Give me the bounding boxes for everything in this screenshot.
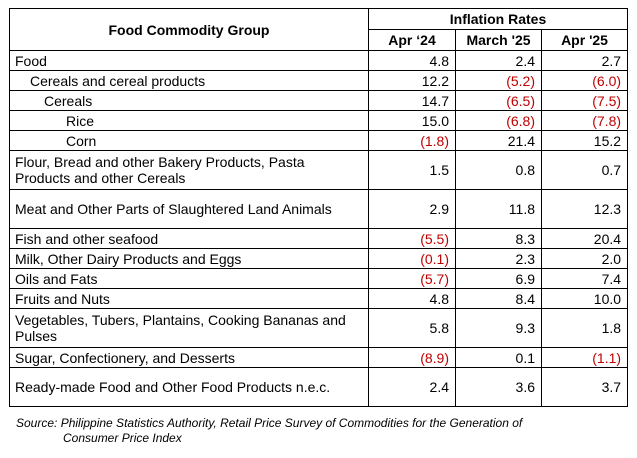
value-march-25: (6.5): [455, 90, 542, 111]
table-row: Milk, Other Dairy Products and Eggs (0.1…: [9, 248, 629, 269]
value-march-25: 0.8: [455, 150, 542, 190]
value-apr-24: (8.9): [368, 347, 456, 368]
value-apr-25: 2.7: [540, 50, 629, 71]
value-march-25: 0.1: [455, 347, 542, 368]
table-row: Food 4.8 2.4 2.7: [9, 50, 629, 71]
table-row: Cereals 14.7 (6.5) (7.5): [9, 90, 629, 111]
value-apr-25: 20.4: [540, 228, 629, 249]
value-apr-25: 1.8: [540, 308, 629, 348]
value-apr-24: (1.8): [368, 130, 456, 151]
source-line-2: Consumer Price Index: [63, 431, 182, 445]
row-label: Fish and other seafood: [9, 228, 369, 249]
row-label: Sugar, Confectionery, and Desserts: [9, 347, 369, 368]
header-march-25: March '25: [455, 29, 542, 51]
header-apr-24: Apr ‘24: [368, 29, 456, 51]
value-apr-25: 2.0: [540, 248, 629, 269]
value-march-25: 8.3: [455, 228, 542, 249]
value-apr-25: 10.0: [540, 288, 629, 309]
value-apr-24: (5.7): [368, 268, 456, 289]
value-apr-25: 3.7: [540, 367, 629, 407]
value-march-25: 6.9: [455, 268, 542, 289]
value-apr-24: 15.0: [368, 110, 456, 131]
value-apr-24: 4.8: [368, 50, 456, 71]
table-row: Meat and Other Parts of Slaughtered Land…: [9, 189, 629, 229]
value-apr-24: 14.7: [368, 90, 456, 111]
row-label: Ready-made Food and Other Food Products …: [9, 367, 369, 407]
value-apr-25: (1.1): [540, 347, 629, 368]
header-apr-25: Apr '25: [540, 29, 629, 51]
value-apr-25: (6.0): [540, 70, 629, 91]
value-apr-24: 4.8: [368, 288, 456, 309]
value-march-25: 2.4: [455, 50, 542, 71]
row-label: Oils and Fats: [9, 268, 369, 289]
value-apr-25: (7.5): [540, 90, 629, 111]
row-label: Fruits and Nuts: [9, 288, 369, 309]
table-row: Oils and Fats (5.7) 6.9 7.4: [9, 268, 629, 289]
value-march-25: 21.4: [455, 130, 542, 151]
table-row: Ready-made Food and Other Food Products …: [9, 367, 629, 407]
row-label: Vegetables, Tubers, Plantains, Cooking B…: [9, 308, 369, 348]
table-row: Vegetables, Tubers, Plantains, Cooking B…: [9, 308, 629, 348]
row-label: Flour, Bread and other Bakery Products, …: [9, 150, 369, 190]
row-label: Cereals and cereal products: [9, 70, 369, 91]
source-line-1: Source: Philippine Statistics Authority,…: [16, 416, 523, 430]
header-food-commodity-group: Food Commodity Group: [9, 8, 369, 51]
value-apr-24: 12.2: [368, 70, 456, 91]
table-row: Sugar, Confectionery, and Desserts (8.9)…: [9, 347, 629, 368]
value-apr-25: 7.4: [540, 268, 629, 289]
value-apr-24: (0.1): [368, 248, 456, 269]
table-row: Fruits and Nuts 4.8 8.4 10.0: [9, 288, 629, 309]
row-label: Cereals: [9, 90, 369, 111]
value-apr-25: 15.2: [540, 130, 629, 151]
inflation-table: Food Commodity Group Inflation Rates Apr…: [9, 8, 629, 407]
row-label: Food: [9, 50, 369, 71]
table-row: Corn (1.8) 21.4 15.2: [9, 130, 629, 151]
value-apr-25: 12.3: [540, 189, 629, 229]
table-row: Cereals and cereal products 12.2 (5.2) (…: [9, 70, 629, 91]
value-apr-25: (7.8): [540, 110, 629, 131]
value-march-25: 2.3: [455, 248, 542, 269]
table-row: Rice 15.0 (6.8) (7.8): [9, 110, 629, 131]
value-apr-24: 2.9: [368, 189, 456, 229]
row-label: Rice: [9, 110, 369, 131]
row-label: Milk, Other Dairy Products and Eggs: [9, 248, 369, 269]
value-apr-24: (5.5): [368, 228, 456, 249]
value-march-25: 3.6: [455, 367, 542, 407]
table-row: Flour, Bread and other Bakery Products, …: [9, 150, 629, 190]
value-march-25: (6.8): [455, 110, 542, 131]
row-label: Meat and Other Parts of Slaughtered Land…: [9, 189, 369, 229]
row-label: Corn: [9, 130, 369, 151]
value-march-25: 9.3: [455, 308, 542, 348]
value-apr-24: 2.4: [368, 367, 456, 407]
source-note: Source: Philippine Statistics Authority,…: [16, 416, 616, 446]
value-apr-24: 1.5: [368, 150, 456, 190]
value-march-25: 11.8: [455, 189, 542, 229]
value-march-25: 8.4: [455, 288, 542, 309]
table-row: Fish and other seafood (5.5) 8.3 20.4: [9, 228, 629, 249]
value-march-25: (5.2): [455, 70, 542, 91]
value-apr-25: 0.7: [540, 150, 629, 190]
value-apr-24: 5.8: [368, 308, 456, 348]
header-inflation-rates: Inflation Rates: [367, 8, 629, 30]
